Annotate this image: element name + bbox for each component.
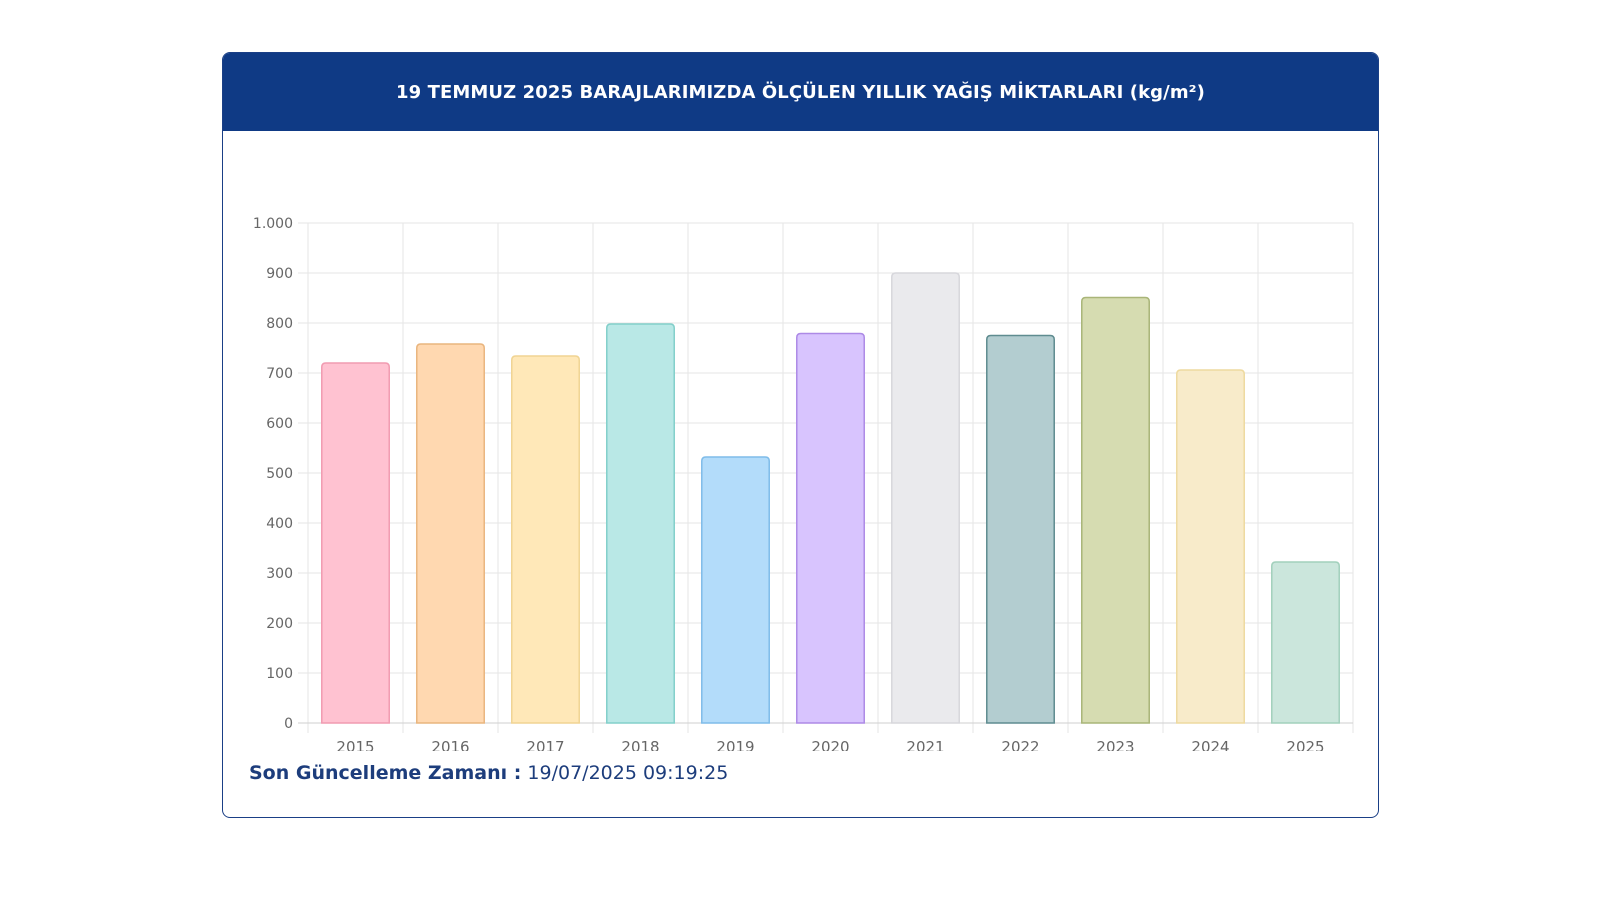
x-axis-tick-labels: 2015 2016 2017 2018 2019 2020 2021 2022 2023 2024…: [336, 738, 1324, 756]
last-update: Son Güncelleme Zamanı : 19/07/2025 09:19…: [249, 762, 728, 784]
y-tick-label: 600: [266, 416, 293, 432]
x-tick-label: 2018: [621, 738, 659, 751]
y-tick-label: 1.000: [253, 216, 293, 232]
x-tick-label: 2016: [431, 738, 469, 751]
bar-2019: [701, 456, 770, 724]
x-tick-label: 2021: [906, 738, 944, 751]
y-tick-label: 100: [266, 666, 293, 682]
x-tick-label: 2023: [1096, 738, 1134, 751]
chart-card: 19 TEMMUZ 2025 BARAJLARIMIZDA ÖLÇÜLEN YI…: [222, 52, 1379, 818]
bar-2022: [986, 334, 1055, 724]
y-tick-label: 400: [266, 516, 293, 532]
y-axis-tick-labels: 0 100 200 300 400 500 600 700 800 900 1.000: [253, 216, 293, 732]
bar-2024: [1176, 369, 1245, 724]
y-tick-label: 300: [266, 566, 293, 582]
x-tick-label: 2019: [716, 738, 754, 751]
x-tick-label: 2020: [811, 738, 849, 751]
bar-2015: [321, 362, 390, 724]
chart-title: 19 TEMMUZ 2025 BARAJLARIMIZDA ÖLÇÜLEN YI…: [395, 81, 1205, 103]
x-tick-label: 2024: [1191, 738, 1229, 751]
bar-2020: [796, 332, 865, 724]
bar-2016: [416, 343, 485, 724]
bars: [321, 272, 1340, 724]
bar-2017: [511, 355, 580, 724]
y-tick-label: 200: [266, 616, 293, 632]
y-tick-label: 500: [266, 466, 293, 482]
bar-2023: [1081, 296, 1150, 724]
card-header: 19 TEMMUZ 2025 BARAJLARIMIZDA ÖLÇÜLEN YI…: [223, 53, 1378, 131]
vertical-gridlines: [307, 223, 1354, 733]
x-tick-label: 2015: [336, 738, 374, 751]
x-tick-label: 2022: [1001, 738, 1039, 751]
y-tick-label: 700: [266, 366, 293, 382]
y-tick-label: 800: [266, 316, 293, 332]
x-tick-label: 2025: [1286, 738, 1324, 751]
y-tick-label: 0: [284, 716, 293, 732]
last-update-value: 19/07/2025 09:19:25: [527, 762, 729, 784]
bar-2025: [1271, 561, 1340, 724]
y-tick-label: 900: [266, 266, 293, 282]
bar-2018: [606, 323, 675, 724]
bar-2021: [891, 272, 960, 724]
chart-area: 0 100 200 300 400 500 600 700 800 900 1.000 2015 20…: [223, 131, 1378, 756]
last-update-label: Son Güncelleme Zamanı :: [249, 762, 522, 784]
x-tick-label: 2017: [526, 738, 564, 751]
